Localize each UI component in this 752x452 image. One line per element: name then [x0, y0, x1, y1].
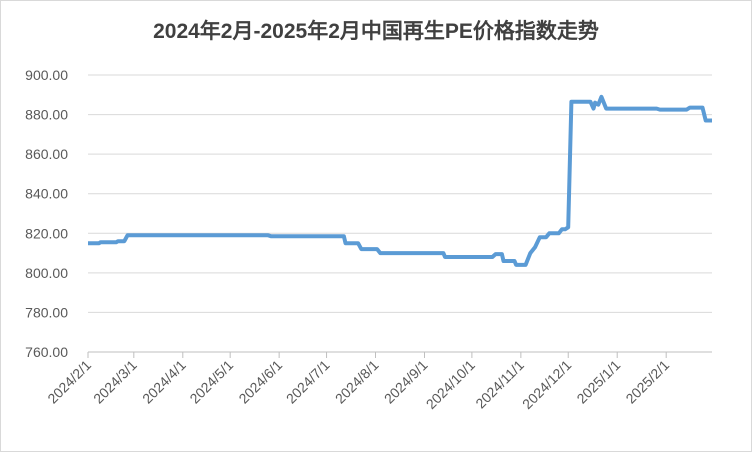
series-line	[88, 94, 712, 267]
y-tick-label: 760.00	[25, 344, 68, 360]
y-tick-label: 880.00	[25, 107, 68, 123]
y-tick-label: 900.00	[25, 67, 68, 83]
chart-title: 2024年2月-2025年2月中国再生PE价格指数走势	[153, 19, 599, 43]
y-tick-label: 860.00	[25, 146, 68, 162]
y-tick-label: 800.00	[25, 265, 68, 281]
y-tick-label: 820.00	[25, 225, 68, 241]
y-tick-label: 780.00	[25, 304, 68, 320]
y-tick-label: 840.00	[25, 186, 68, 202]
